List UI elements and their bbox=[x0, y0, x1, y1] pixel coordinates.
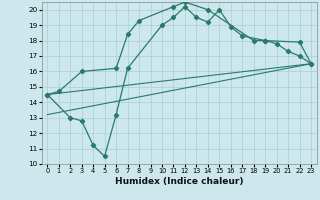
X-axis label: Humidex (Indice chaleur): Humidex (Indice chaleur) bbox=[115, 177, 244, 186]
